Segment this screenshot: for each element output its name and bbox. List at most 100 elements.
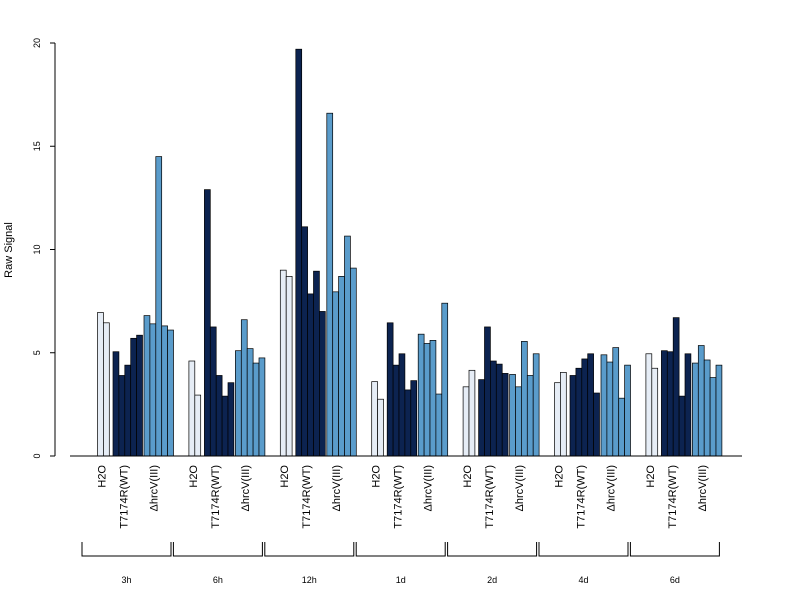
bar	[715, 364, 723, 457]
bar	[423, 343, 431, 457]
timepoint-bracket	[355, 542, 446, 557]
bar	[672, 317, 680, 457]
bar	[404, 389, 412, 457]
bar	[377, 398, 384, 457]
category-label: H2O	[371, 465, 383, 488]
bar	[587, 353, 594, 457]
bar	[167, 329, 174, 457]
category-label: H2O	[553, 465, 565, 488]
y-axis: 0 5 10 15 20	[32, 38, 56, 459]
category-label: T7174R(WT)	[575, 465, 587, 529]
bar	[612, 347, 620, 457]
bar	[478, 379, 485, 457]
category-label: H2O	[279, 465, 291, 488]
bar	[575, 367, 583, 457]
category-label: T7174R(WT)	[393, 465, 405, 529]
bar	[484, 326, 491, 457]
bar	[188, 360, 196, 457]
bar	[235, 350, 242, 457]
timepoint-bracket	[538, 542, 629, 557]
bar	[240, 319, 248, 457]
timepoint-label: 1d	[396, 575, 406, 585]
bar	[410, 380, 418, 457]
y-axis-label: Raw Signal	[3, 222, 15, 278]
bar	[338, 276, 345, 457]
timepoint-bracket	[81, 542, 172, 557]
bar	[204, 189, 211, 457]
y-tick-label: 5	[32, 350, 42, 355]
bar	[285, 276, 293, 457]
bar	[344, 235, 351, 457]
bar	[258, 357, 266, 457]
bar	[319, 311, 326, 457]
bar	[136, 334, 143, 457]
timepoint-brackets: 3h 6h 12h 1d 2d 4d 6d	[81, 542, 720, 585]
bar	[651, 367, 659, 457]
y-tick-label: 15	[32, 141, 42, 151]
timepoint-label: 3h	[121, 575, 131, 585]
bar	[149, 323, 157, 457]
category-label: ΔhrcV(III)	[697, 465, 709, 511]
category-label: H2O	[462, 465, 474, 488]
bar	[279, 269, 287, 457]
bar	[371, 381, 378, 457]
bar	[560, 372, 567, 457]
bar	[130, 337, 137, 457]
bar	[429, 340, 437, 457]
bar	[692, 362, 699, 457]
bar	[593, 392, 600, 457]
bar	[521, 341, 528, 457]
bar	[678, 395, 686, 457]
timepoint-bracket	[629, 542, 720, 557]
bar	[350, 267, 357, 457]
bar	[392, 364, 400, 457]
category-label: ΔhrcV(III)	[148, 465, 160, 511]
timepoint-bracket	[447, 542, 538, 557]
bar	[569, 375, 577, 457]
bar	[307, 293, 314, 457]
bar	[490, 360, 497, 457]
bar	[332, 291, 339, 457]
category-label: T7174R(WT)	[118, 465, 130, 529]
bar	[435, 393, 443, 457]
bar	[417, 333, 425, 457]
timepoint-label: 2d	[487, 575, 497, 585]
category-label: ΔhrcV(III)	[240, 465, 252, 511]
bar	[697, 345, 705, 457]
bar	[526, 375, 534, 457]
timepoint-label: 6d	[670, 575, 680, 585]
bar	[684, 353, 692, 457]
bar	[97, 312, 104, 457]
bar	[295, 48, 303, 457]
bar	[386, 322, 394, 457]
bar	[143, 315, 151, 457]
bar	[703, 359, 711, 457]
category-label: ΔhrcV(III)	[423, 465, 435, 511]
bar	[468, 369, 476, 457]
bar	[313, 270, 320, 457]
bar	[645, 353, 653, 457]
bar	[161, 325, 168, 457]
bar	[194, 394, 202, 457]
bar	[112, 351, 120, 457]
timepoint-label: 12h	[302, 575, 317, 585]
category-label: H2O	[96, 465, 108, 488]
bar	[441, 302, 449, 457]
bar	[666, 351, 674, 457]
bar	[532, 353, 540, 457]
bar	[618, 397, 625, 457]
bar	[600, 354, 608, 457]
timepoint-bracket	[172, 542, 263, 557]
timepoint-bracket	[264, 542, 355, 557]
bar	[301, 226, 308, 457]
bar	[606, 361, 614, 457]
bar	[581, 358, 589, 457]
bar	[462, 386, 470, 457]
bar	[624, 364, 631, 457]
category-label: T7174R(WT)	[301, 465, 313, 529]
timepoint-label: 4d	[578, 575, 588, 585]
category-label: H2O	[645, 465, 657, 488]
bar	[515, 386, 522, 457]
bar	[103, 322, 110, 457]
